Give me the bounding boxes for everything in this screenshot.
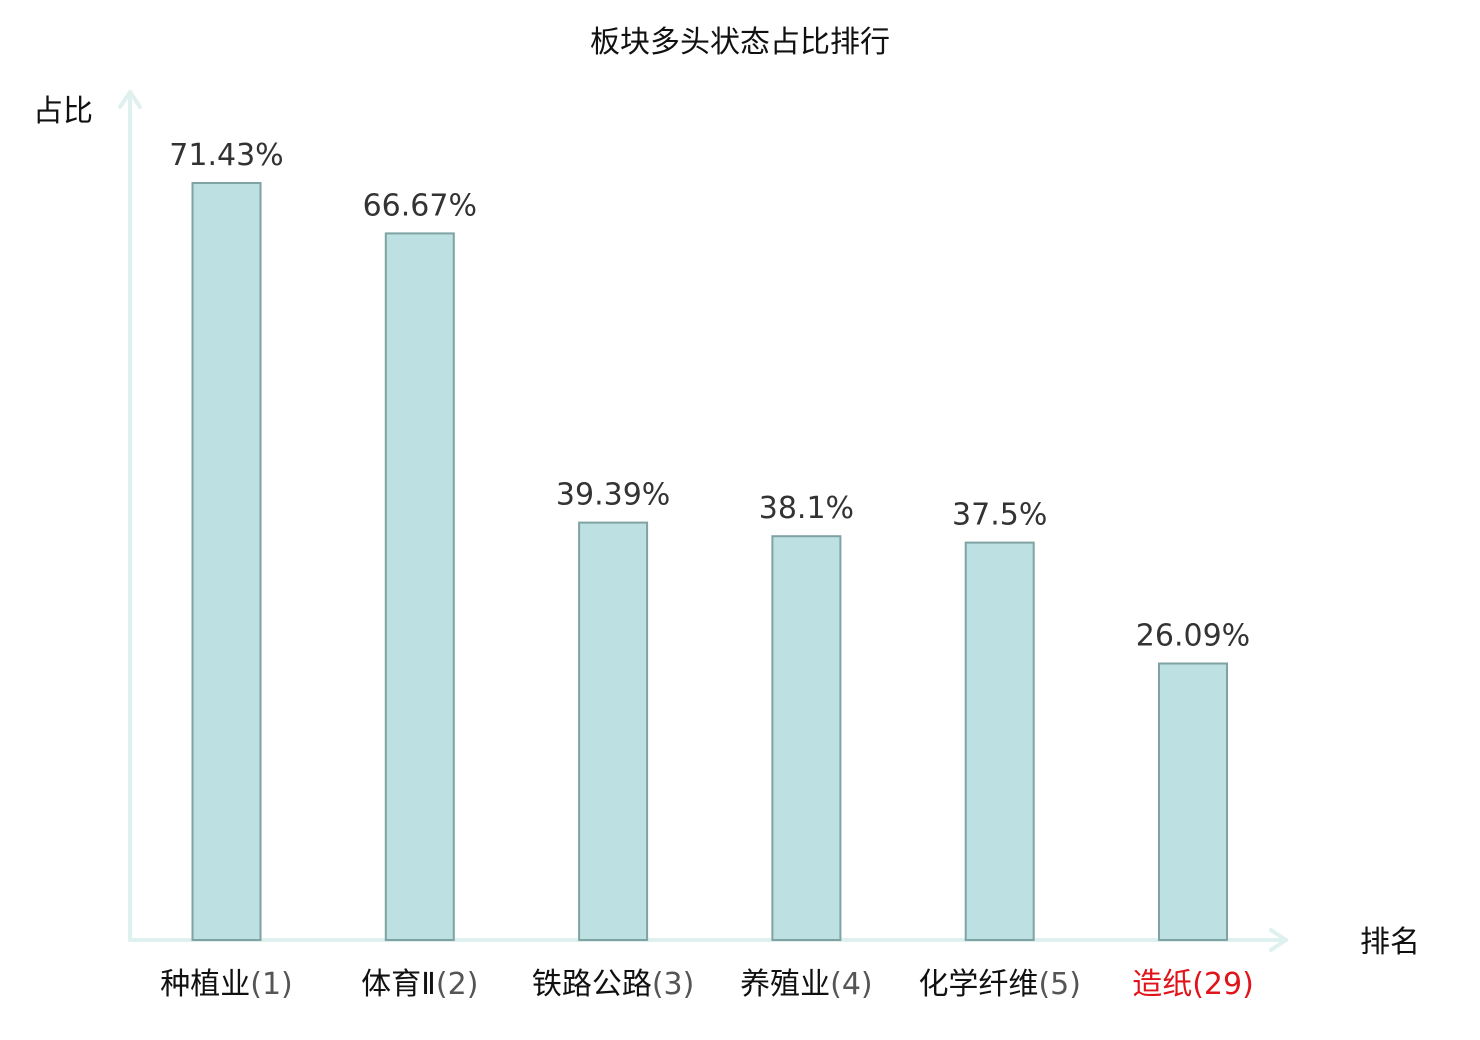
chart-title: 板块多头状态占比排行 (590, 25, 890, 60)
x-tick-category-name: 化学纤维 (918, 967, 1038, 1002)
bar (964, 541, 1035, 941)
x-axis-arrow-icon (1269, 928, 1288, 952)
x-tick-rank: (2) (436, 967, 479, 1002)
x-tick-category-name: 种植业 (160, 967, 250, 1002)
bar-value-label: 71.43% (169, 138, 283, 173)
x-tick-category-name: 体育Ⅱ (361, 967, 436, 1002)
bar-value-label: 39.39% (556, 478, 670, 513)
bar-value-label: 26.09% (1136, 619, 1250, 654)
y-axis-arrow-icon (118, 90, 142, 109)
x-tick-label: 造纸(29) (1132, 967, 1254, 1002)
axes (118, 90, 1288, 952)
y-axis-label: 占比 (33, 94, 93, 129)
x-tick-category-name: 造纸 (1132, 967, 1192, 1002)
bar (771, 535, 842, 941)
x-tick-label: 体育Ⅱ(2) (361, 967, 478, 1002)
x-tick-label: 铁路公路(3) (532, 967, 695, 1002)
bar-value-label: 38.1% (759, 491, 854, 526)
value-labels-layer: 71.43% 66.67% 39.39% 38.1% 37.5% 26.09% (169, 138, 1250, 654)
bar (384, 232, 455, 941)
x-tick-rank: (3) (652, 967, 695, 1002)
bar (578, 521, 649, 941)
x-tick-rank: (4) (830, 967, 873, 1002)
x-tick-label: 化学纤维(5) (918, 967, 1080, 1002)
x-tick-category-name: 铁路公路 (532, 967, 652, 1002)
bars-layer (191, 182, 1228, 941)
x-axis-label: 排名 (1360, 925, 1420, 960)
bar-value-label: 37.5% (952, 498, 1047, 533)
x-tick-label: 养殖业(4) (740, 967, 873, 1002)
x-tick-label: 种植业(1) (160, 967, 293, 1002)
x-tick-rank: (1) (250, 967, 293, 1002)
bar (1158, 662, 1228, 941)
x-tick-category-name: 养殖业 (740, 967, 830, 1002)
bar-value-label: 66.67% (363, 188, 477, 223)
x-tick-rank: (29) (1192, 967, 1254, 1002)
x-tick-rank: (5) (1038, 967, 1081, 1002)
bar (191, 182, 262, 941)
category-labels-layer: 种植业(1) 体育Ⅱ(2) 铁路公路(3) 养殖业(4) 化学纤维(5) 造纸(29) (160, 967, 1254, 1002)
